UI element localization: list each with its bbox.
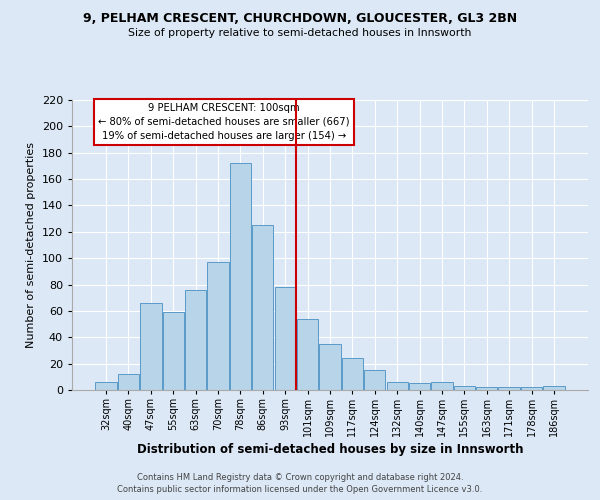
Bar (476, 388, 497, 390)
Bar (230, 164, 251, 390)
Text: Contains HM Land Registry data © Crown copyright and database right 2024.
Contai: Contains HM Land Registry data © Crown c… (118, 472, 482, 494)
Bar (252, 225, 274, 390)
Bar (140, 303, 161, 390)
Bar (431, 382, 452, 390)
Text: 9 PELHAM CRESCENT: 100sqm
← 80% of semi-detached houses are smaller (667)
19% of: 9 PELHAM CRESCENT: 100sqm ← 80% of semi-… (98, 103, 350, 141)
Bar (364, 370, 385, 390)
Bar (208, 262, 229, 390)
Bar (342, 358, 363, 390)
Bar (386, 382, 408, 390)
Text: 9, PELHAM CRESCENT, CHURCHDOWN, GLOUCESTER, GL3 2BN: 9, PELHAM CRESCENT, CHURCHDOWN, GLOUCEST… (83, 12, 517, 26)
Bar (319, 344, 341, 390)
Bar (454, 386, 475, 390)
Bar (275, 287, 296, 390)
Bar (118, 374, 139, 390)
Bar (163, 312, 184, 390)
Bar (543, 386, 565, 390)
Text: Size of property relative to semi-detached houses in Innsworth: Size of property relative to semi-detach… (128, 28, 472, 38)
Bar (499, 388, 520, 390)
Bar (185, 290, 206, 390)
Bar (95, 382, 117, 390)
Y-axis label: Number of semi-detached properties: Number of semi-detached properties (26, 142, 36, 348)
Bar (409, 384, 430, 390)
Bar (521, 388, 542, 390)
Bar (297, 319, 318, 390)
Text: Distribution of semi-detached houses by size in Innsworth: Distribution of semi-detached houses by … (137, 442, 523, 456)
